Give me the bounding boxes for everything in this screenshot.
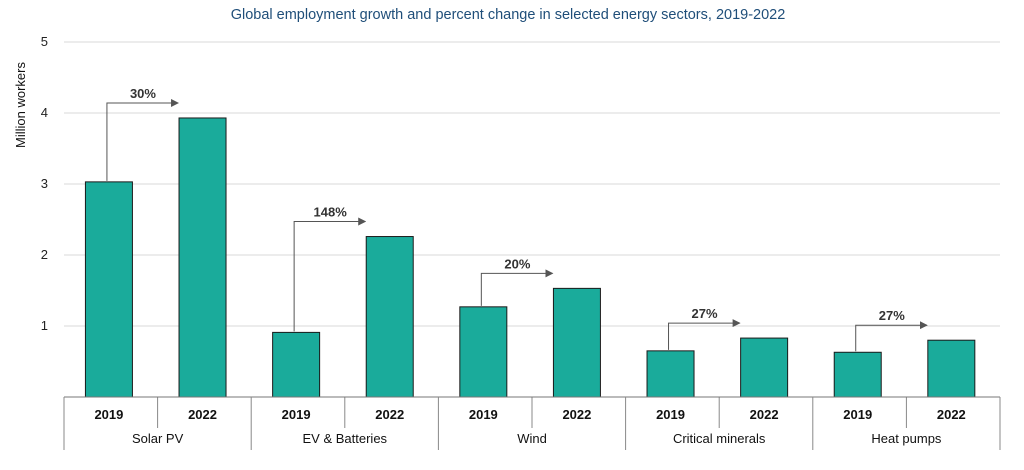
- x-category-label: EV & Batteries: [303, 431, 388, 446]
- y-tick-label: 2: [41, 247, 48, 262]
- y-tick-label: 3: [41, 176, 48, 191]
- bar: [459, 306, 508, 398]
- change-label: 30%: [130, 86, 156, 101]
- x-tick-label-year: 2019: [469, 407, 498, 422]
- bar: [365, 236, 414, 398]
- chart-title: Global employment growth and percent cha…: [231, 7, 786, 23]
- bar: [927, 339, 976, 398]
- x-tick-label-year: 2022: [375, 407, 404, 422]
- bar: [178, 117, 227, 398]
- x-tick-label-year: 2019: [656, 407, 685, 422]
- bar: [552, 287, 601, 398]
- change-label: 148%: [314, 205, 348, 220]
- x-tick-label-year: 2019: [843, 407, 872, 422]
- x-tick-label-year: 2022: [562, 407, 591, 422]
- change-label: 27%: [692, 306, 718, 321]
- x-tick-label-year: 2022: [188, 407, 217, 422]
- x-category-label: Solar PV: [132, 431, 184, 446]
- change-arrow: [293, 217, 367, 332]
- y-tick-labels: 1 2 3 4 5: [41, 34, 48, 333]
- x-tick-label-year: 2019: [94, 407, 123, 422]
- bar: [833, 351, 882, 398]
- change-arrow: [106, 98, 180, 181]
- change-arrow: [480, 269, 554, 306]
- change-arrow: [855, 321, 928, 352]
- change-label: 20%: [504, 256, 530, 271]
- x-axis: 2019 2022 Solar PV 2019 2022 EV & Batteries 20…: [63, 396, 1001, 450]
- bars: [84, 117, 976, 398]
- y-tick-label: 4: [41, 105, 48, 120]
- y-axis-label: Million workers: [13, 62, 28, 148]
- y-tick-label: 1: [41, 318, 48, 333]
- change-arrow: [668, 319, 741, 350]
- x-tick-label-year: 2019: [282, 407, 311, 422]
- bar: [272, 331, 321, 398]
- x-category-label: Wind: [517, 431, 547, 446]
- change-label: 27%: [879, 308, 905, 323]
- x-tick-label-year: 2022: [937, 407, 966, 422]
- bar: [646, 350, 695, 398]
- bar: [84, 181, 133, 398]
- x-tick-label-year: 2022: [750, 407, 779, 422]
- x-category-label: Heat pumps: [871, 431, 942, 446]
- y-tick-label: 5: [41, 34, 48, 49]
- change-annotations: 30% 148% 20% 27% 27%: [106, 86, 928, 352]
- bar: [740, 337, 789, 398]
- x-category-label: Critical minerals: [673, 431, 766, 446]
